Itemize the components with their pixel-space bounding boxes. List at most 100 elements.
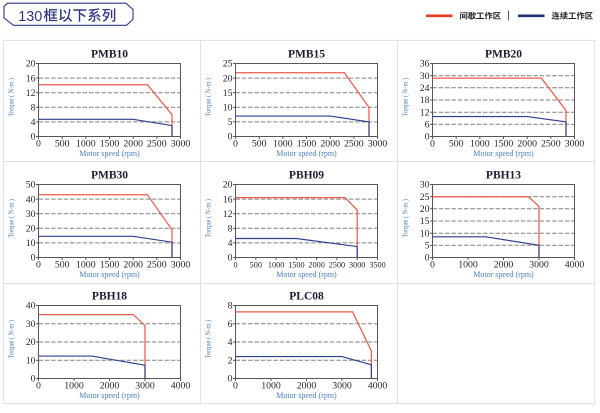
svg-text:3000: 3000 [135,380,155,391]
svg-text:2000: 2000 [123,138,143,149]
svg-text:20: 20 [26,224,36,235]
svg-text:PMB15: PMB15 [288,49,325,61]
svg-text:PMB10: PMB10 [91,49,128,61]
svg-text:1000: 1000 [470,138,490,149]
svg-text:0: 0 [228,374,233,385]
svg-text:1500: 1500 [100,259,120,270]
svg-text:4000: 4000 [368,380,388,391]
svg-text:2000: 2000 [494,259,514,270]
svg-text:Torque ( N-m ): Torque ( N-m ) [7,319,15,358]
svg-text:1500: 1500 [494,138,514,149]
svg-text:0: 0 [31,253,36,264]
svg-text:PBH13: PBH13 [486,170,521,182]
svg-text:30: 30 [420,71,430,82]
svg-text:PLC08: PLC08 [289,291,324,303]
svg-text:20: 20 [223,73,233,84]
svg-text:3000: 3000 [349,260,365,269]
svg-text:6: 6 [228,319,233,330]
svg-text:Motor speed (rpm): Motor speed (rpm) [473,270,534,279]
svg-text:0: 0 [31,132,36,143]
svg-text:18: 18 [420,95,430,106]
svg-text:500: 500 [55,259,70,270]
svg-text:1500: 1500 [297,138,317,149]
svg-text:10: 10 [26,238,36,249]
svg-text:50: 50 [26,180,36,191]
svg-text:PMB30: PMB30 [91,170,128,182]
svg-text:2500: 2500 [147,259,167,270]
svg-text:0: 0 [228,253,233,264]
svg-text:Motor speed (rpm): Motor speed (rpm) [276,270,337,279]
svg-text:30: 30 [26,209,36,220]
svg-text:0: 0 [228,132,233,143]
svg-text:36: 36 [420,59,430,70]
svg-text:2500: 2500 [541,138,561,149]
svg-text:20: 20 [26,337,36,348]
svg-text:12: 12 [26,88,36,99]
svg-text:130: 130 [18,9,42,25]
svg-text:0: 0 [425,253,430,264]
svg-text:1000: 1000 [261,380,281,391]
svg-text:0: 0 [233,260,237,269]
svg-text:1000: 1000 [268,260,284,269]
svg-text:1000: 1000 [273,138,293,149]
svg-text:Motor speed (rpm): Motor speed (rpm) [79,149,140,158]
svg-text:0: 0 [425,132,430,143]
svg-text:6: 6 [425,120,430,131]
svg-text:2000: 2000 [308,260,324,269]
svg-text:500: 500 [55,138,70,149]
svg-text:3000: 3000 [171,138,191,149]
svg-text:Torque ( N-m ): Torque ( N-m ) [204,319,212,358]
svg-text:Motor speed (rpm): Motor speed (rpm) [79,391,140,400]
svg-text:0: 0 [36,138,41,149]
svg-text:Motor speed (rpm): Motor speed (rpm) [79,270,140,279]
svg-text:Torque ( N-m ): Torque ( N-m ) [401,198,409,237]
svg-text:Torque ( N-m ): Torque ( N-m ) [401,77,409,116]
svg-text:20: 20 [26,59,36,70]
svg-text:3000: 3000 [368,138,388,149]
svg-text:1500: 1500 [100,138,120,149]
svg-text:2500: 2500 [147,138,167,149]
svg-text:15: 15 [420,216,430,227]
svg-text:Torque ( N-m ): Torque ( N-m ) [7,77,15,116]
svg-text:8: 8 [228,301,233,312]
svg-text:1000: 1000 [76,138,96,149]
svg-text:24: 24 [420,83,430,94]
svg-text:Motor speed (rpm): Motor speed (rpm) [276,149,337,158]
svg-text:1000: 1000 [458,259,478,270]
svg-text:25: 25 [420,192,430,203]
svg-text:10: 10 [26,356,36,367]
svg-text:3500: 3500 [369,260,385,269]
svg-text:PMB20: PMB20 [485,49,522,61]
svg-text:12: 12 [223,209,233,220]
svg-text:8: 8 [31,103,36,114]
svg-text:2000: 2000 [123,259,143,270]
svg-text:16: 16 [26,73,36,84]
svg-text:4: 4 [228,337,233,348]
svg-text:16: 16 [223,194,233,205]
svg-text:0: 0 [31,374,36,385]
svg-text:15: 15 [223,88,233,99]
svg-text:5: 5 [228,117,233,128]
svg-text:40: 40 [26,301,36,312]
svg-text:8: 8 [228,224,233,235]
svg-text:3000: 3000 [529,259,549,270]
svg-text:Torque ( N-m ): Torque ( N-m ) [204,198,212,237]
svg-text:0: 0 [36,380,41,391]
svg-text:4000: 4000 [171,380,191,391]
svg-text:1500: 1500 [288,260,304,269]
svg-text:4: 4 [228,238,233,249]
svg-text:3000: 3000 [565,138,585,149]
svg-text:0: 0 [430,138,435,149]
svg-text:30: 30 [420,180,430,191]
svg-text:Torque ( N-m ): Torque ( N-m ) [7,198,15,237]
svg-text:2000: 2000 [297,380,317,391]
svg-text:30: 30 [26,319,36,330]
svg-text:10: 10 [223,103,233,114]
svg-text:2500: 2500 [344,138,364,149]
svg-text:4000: 4000 [565,259,585,270]
svg-text:20: 20 [420,204,430,215]
svg-text:2: 2 [228,356,233,367]
svg-text:Motor speed (rpm): Motor speed (rpm) [473,149,534,158]
svg-text:PBH18: PBH18 [92,291,127,303]
svg-text:5: 5 [425,241,430,252]
